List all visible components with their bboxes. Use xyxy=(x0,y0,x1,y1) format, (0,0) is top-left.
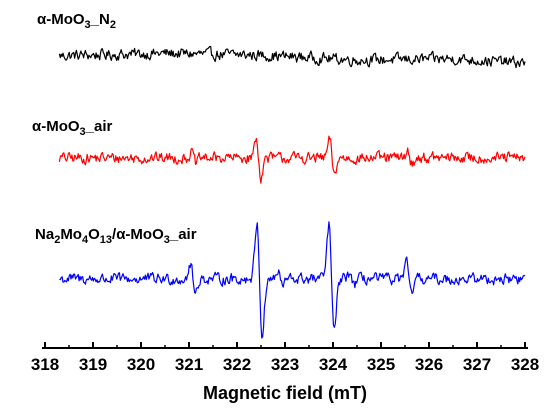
x-tick-label-323: 323 xyxy=(271,355,299,374)
x-axis-title: Magnetic field (mT) xyxy=(203,383,367,403)
x-tick-label-326: 326 xyxy=(415,355,443,374)
x-tick-label-327: 327 xyxy=(463,355,491,374)
series-line-3 xyxy=(59,221,526,339)
series-label-3: Na2Mo4O13/α-MoO3_air xyxy=(35,226,197,246)
x-tick-label-322: 322 xyxy=(223,355,251,374)
series-labels-group: α-MoO3_N2 α-MoO3_air Na2Mo4O13/α-MoO3_air xyxy=(32,11,197,246)
traces-group xyxy=(58,45,526,339)
series-line-2 xyxy=(58,135,526,184)
x-tick-label-319: 319 xyxy=(79,355,107,374)
x-tick-label-328: 328 xyxy=(511,355,539,374)
x-tick-label-325: 325 xyxy=(367,355,395,374)
x-tick-label-320: 320 xyxy=(127,355,155,374)
x-tick-label-321: 321 xyxy=(175,355,203,374)
x-tick-label-318: 318 xyxy=(31,355,59,374)
x-axis: 318 319 320 321 322 323 324 325 326 327 328 xyxy=(31,342,539,374)
series-line-1 xyxy=(58,45,526,69)
series-label-1: α-MoO3_N2 xyxy=(37,11,116,31)
series-label-2: α-MoO3_air xyxy=(32,118,113,138)
x-tick-label-324: 324 xyxy=(319,355,348,374)
